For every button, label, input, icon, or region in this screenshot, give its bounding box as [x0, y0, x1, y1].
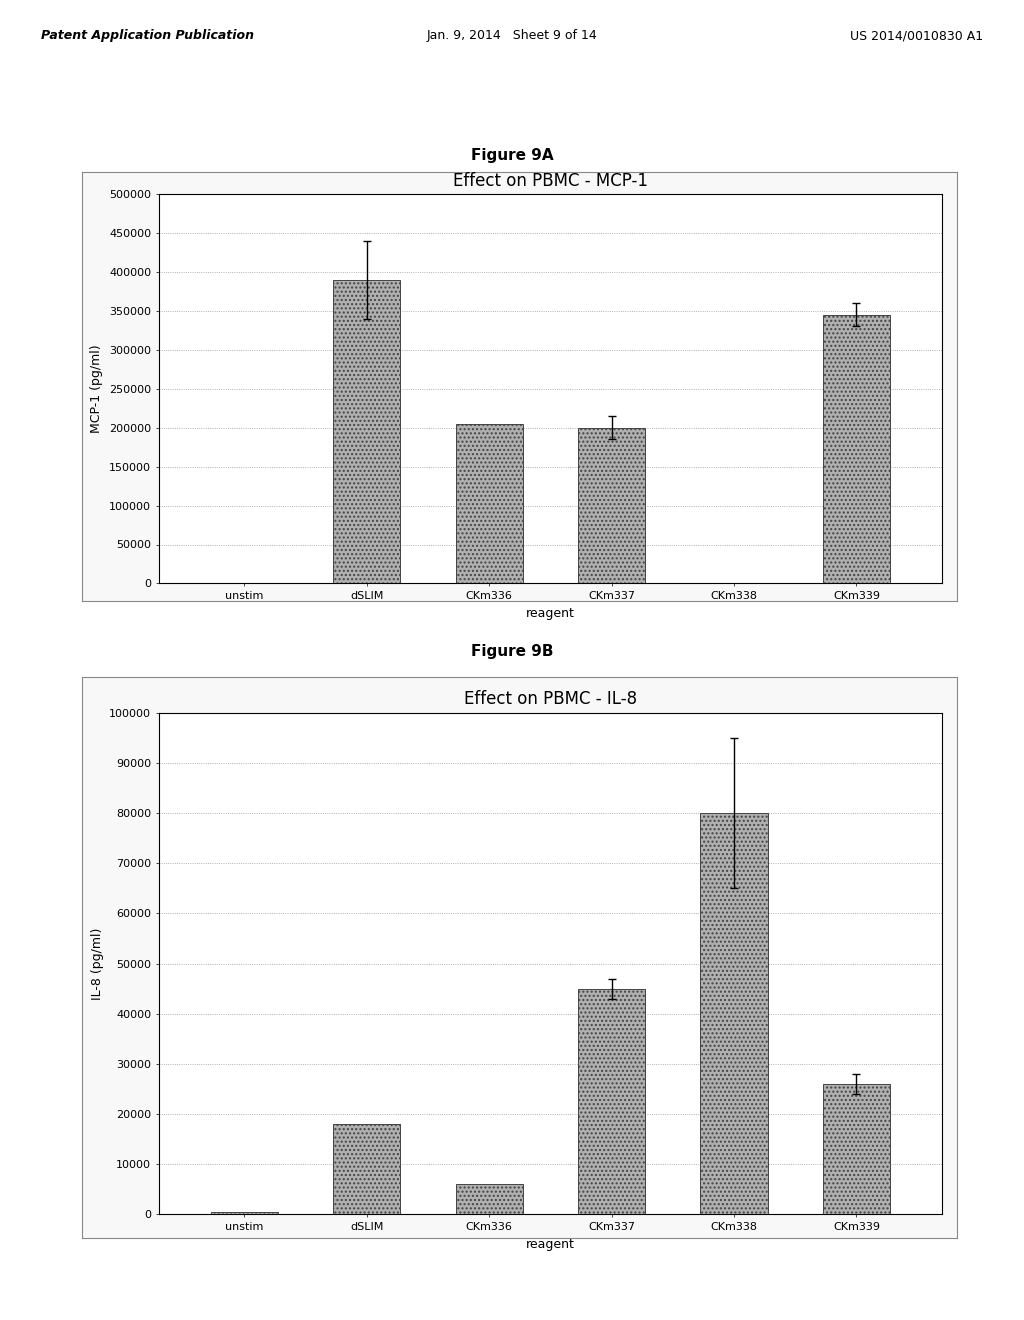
Y-axis label: MCP-1 (pg/ml): MCP-1 (pg/ml): [90, 345, 103, 433]
Y-axis label: IL-8 (pg/ml): IL-8 (pg/ml): [90, 928, 103, 999]
Bar: [578, 989, 645, 1214]
Bar: [456, 424, 523, 583]
Title: Effect on PBMC - MCP-1: Effect on PBMC - MCP-1: [453, 172, 648, 190]
Bar: [333, 280, 400, 583]
Bar: [822, 314, 890, 583]
Bar: [211, 1212, 279, 1214]
Bar: [333, 1125, 400, 1214]
Bar: [700, 813, 768, 1214]
Title: Effect on PBMC - IL-8: Effect on PBMC - IL-8: [464, 690, 637, 709]
Text: Figure 9B: Figure 9B: [471, 644, 553, 659]
Text: Patent Application Publication: Patent Application Publication: [41, 29, 254, 42]
X-axis label: reagent: reagent: [526, 607, 574, 619]
Text: Figure 9A: Figure 9A: [471, 148, 553, 162]
Text: US 2014/0010830 A1: US 2014/0010830 A1: [850, 29, 983, 42]
Text: Jan. 9, 2014   Sheet 9 of 14: Jan. 9, 2014 Sheet 9 of 14: [427, 29, 597, 42]
X-axis label: reagent: reagent: [526, 1238, 574, 1250]
Bar: [456, 1184, 523, 1214]
Bar: [822, 1084, 890, 1214]
Bar: [578, 428, 645, 583]
